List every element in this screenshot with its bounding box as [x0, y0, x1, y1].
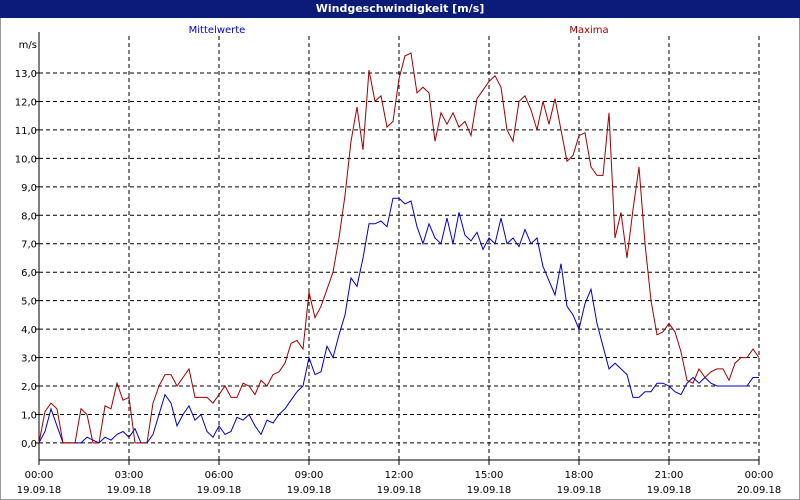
x-tick-label-date: 19.09.18: [287, 485, 332, 496]
series-line-mittelwerte: [38, 197, 759, 444]
y-axis-label: m/s: [19, 40, 37, 51]
y-tick-label: 8,0: [21, 211, 37, 222]
x-tick-label-date: 19.09.18: [377, 485, 422, 496]
x-tick-label-date: 19.09.18: [197, 485, 242, 496]
x-tick-label-time: 21:00: [655, 470, 684, 481]
y-tick-label: 1,0: [21, 410, 37, 421]
x-tick-label-date: 19.09.18: [647, 485, 692, 496]
series-line-maxima: [38, 52, 760, 444]
x-tick-label-time: 03:00: [115, 470, 144, 481]
y-tick-label: 11,0: [15, 126, 37, 137]
x-tick-label-date: 20.09.18: [737, 485, 782, 496]
legend-label-maxima: Maxima: [569, 25, 608, 36]
x-tick-label-date: 19.09.18: [17, 485, 62, 496]
y-tick-label: 5,0: [21, 297, 37, 308]
y-tick-label: 9,0: [21, 183, 37, 194]
x-tick-label-time: 09:00: [295, 470, 324, 481]
y-tick-label: 6,0: [21, 268, 37, 279]
x-tick-label-time: 15:00: [475, 470, 504, 481]
x-tick-label-date: 19.09.18: [467, 485, 512, 496]
y-tick-label: 13,0: [15, 69, 37, 80]
chart-title: Windgeschwindigkeit [m/s]: [0, 0, 800, 18]
x-tick-label-time: 00:00: [745, 470, 774, 481]
y-tick-label: 0,0: [21, 439, 37, 450]
x-tick-label-time: 12:00: [385, 470, 414, 481]
x-tick-label-time: 00:00: [25, 470, 54, 481]
x-tick-label-time: 06:00: [205, 470, 234, 481]
y-tick-label: 12,0: [15, 97, 37, 108]
legend-label-mittelwerte: Mittelwerte: [189, 25, 246, 36]
y-tick-label: 3,0: [21, 354, 37, 365]
y-tick-label: 4,0: [21, 325, 37, 336]
x-tick-label-time: 18:00: [565, 470, 594, 481]
y-tick-label: 10,0: [15, 154, 37, 165]
y-tick-label: 7,0: [21, 240, 37, 251]
y-tick-label: 2,0: [21, 382, 37, 393]
x-tick-label-date: 19.09.18: [107, 485, 152, 496]
x-tick-label-date: 19.09.18: [557, 485, 602, 496]
